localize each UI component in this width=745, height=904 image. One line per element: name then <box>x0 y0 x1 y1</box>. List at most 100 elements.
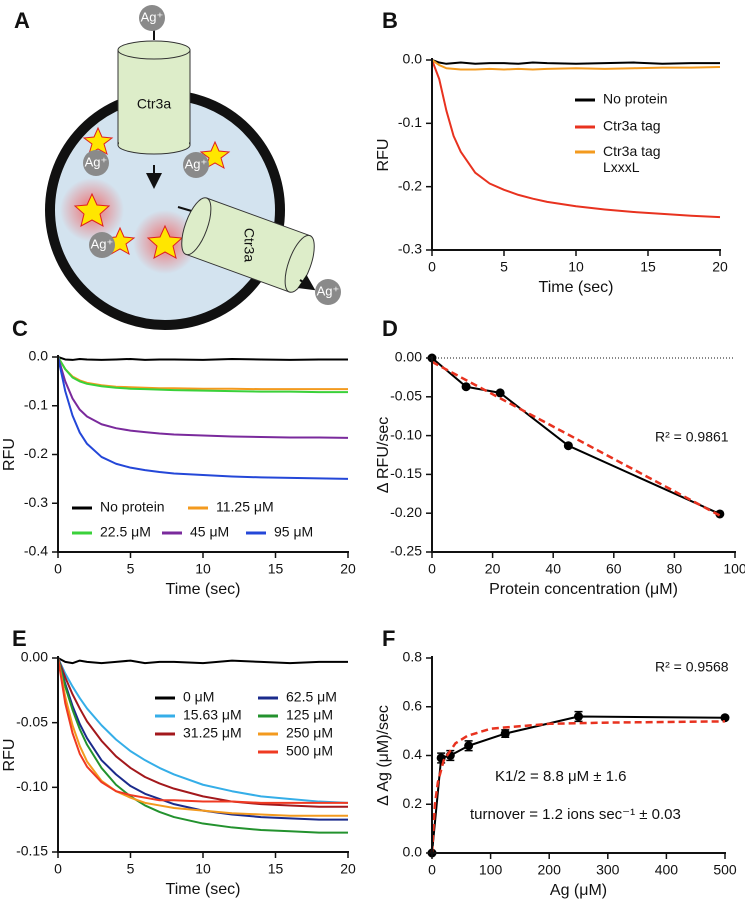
y-tick-label: 0.6 <box>403 697 423 713</box>
y-tick-label: -0.10 <box>16 778 48 794</box>
x-tick-label: 15 <box>268 861 284 877</box>
y-axis-label: RFU <box>375 139 392 172</box>
x-tick-label: 5 <box>500 259 508 275</box>
legend-label: 31.25 μM <box>183 725 242 741</box>
legend-label: 125 μM <box>286 707 333 723</box>
channel: Ctr3a <box>181 197 315 293</box>
y-tick-label: -0.4 <box>24 543 48 559</box>
ion <box>139 5 165 31</box>
chart: F 0.0 0.2 0.4 0.6 0.8 0 100 200 300 400 500 Ag (μM) Δ… <box>375 626 737 899</box>
chart: C No protein 11.25 μM 22.5 μM 45 μM 95 μM 0.0 -… <box>1 316 356 598</box>
x-tick-label: 10 <box>568 259 584 275</box>
y-tick-label: 0.0 <box>403 844 423 860</box>
y-tick-label: -0.1 <box>24 396 48 412</box>
y-axis-label: RFU <box>1 438 18 471</box>
x-tick-label: 20 <box>485 561 501 577</box>
y-tick-label: 0.00 <box>395 349 422 365</box>
panel-label: D <box>382 316 398 341</box>
x-tick-label: 20 <box>340 561 356 577</box>
x-tick-label: 15 <box>640 259 656 275</box>
series-line <box>57 356 348 391</box>
point <box>720 713 730 723</box>
series-line <box>57 657 348 804</box>
legend-label: 11.25 μM <box>216 499 274 515</box>
series-line <box>57 657 348 665</box>
ion-label: Ag⁺ <box>91 236 114 251</box>
diagram: A Ag⁺ Ctr3a Ag⁺ Ag⁺ Ag⁺ Ctr3a Ag⁺ <box>14 5 341 330</box>
legend-label: Ctr3a tag LxxxL <box>603 143 661 175</box>
y-axis-label: Δ RFU/sec <box>375 417 392 493</box>
star <box>146 224 184 259</box>
series-line <box>431 59 720 65</box>
y-tick-label: -0.2 <box>398 177 422 193</box>
channel <box>119 130 189 145</box>
point <box>500 729 510 739</box>
point <box>563 441 573 451</box>
series-line <box>57 356 348 394</box>
y-tick-label: -0.05 <box>16 713 48 729</box>
y-tick-label: -0.3 <box>24 494 48 510</box>
x-tick-label: 10 <box>195 561 211 577</box>
annotation: turnover = 1.2 ions sec⁻¹ ± 0.03 <box>470 806 681 823</box>
y-axis-label: RFU <box>1 739 18 772</box>
y-axis-label: Δ Ag (μM)/sec <box>375 705 392 806</box>
x-tick-label: 500 <box>713 862 737 878</box>
series-line <box>431 59 721 219</box>
y-tick-label: 0.00 <box>21 649 48 665</box>
y-tick-label: 0.0 <box>403 51 423 67</box>
chart: E 0 μM 15.63 μM 31.25 μM 62.5 μM 125 μM 250 μM… <box>1 626 356 898</box>
legend-label: 62.5 μM <box>286 689 337 705</box>
annotation: R² = 0.9568 <box>655 659 729 675</box>
y-tick-label: -0.15 <box>390 465 422 481</box>
channel <box>181 197 212 256</box>
y-tick-label: 0.4 <box>403 746 423 762</box>
series-line <box>57 356 349 439</box>
channel <box>284 234 315 293</box>
x-tick-label: 200 <box>538 862 562 878</box>
ion <box>89 232 115 258</box>
legend-label: 45 μM <box>190 524 229 540</box>
x-axis-label: Time (sec) <box>166 581 241 598</box>
point <box>464 741 474 751</box>
x-tick-label: 0 <box>54 861 62 877</box>
text-line: Ctr3a tag <box>603 143 661 159</box>
legend-label: 15.63 μM <box>183 707 242 723</box>
chart: D 0.00 -0.05 -0.10 -0.15 -0.20 -0.25 0 20 40 60 80 1… <box>375 316 745 598</box>
legend-label: 500 μM <box>286 743 333 759</box>
y-tick-label: -0.1 <box>398 114 422 130</box>
ion-label: Ag⁺ <box>141 9 164 24</box>
x-axis-label: Time (sec) <box>539 279 614 296</box>
series-line <box>430 720 726 854</box>
text-line: LxxxL <box>603 159 640 175</box>
series-line <box>431 59 721 71</box>
ion <box>183 152 209 178</box>
y-tick-label: -0.20 <box>390 504 422 520</box>
ion <box>315 279 341 305</box>
x-tick-label: 40 <box>545 561 561 577</box>
x-tick-label: 60 <box>606 561 622 577</box>
point <box>715 509 725 519</box>
x-tick-label: 10 <box>195 861 211 877</box>
panel-label: E <box>12 626 27 651</box>
panel-label: F <box>382 626 395 651</box>
point <box>574 712 583 721</box>
legend-label: 250 μM <box>286 725 333 741</box>
point <box>461 382 471 392</box>
series-line <box>57 657 348 834</box>
y-tick-label: 0.2 <box>403 795 423 811</box>
channel-label: Ctr3a <box>137 96 171 112</box>
y-tick-label: 0.8 <box>403 649 423 665</box>
series-line <box>57 657 348 817</box>
series-line <box>57 356 349 480</box>
x-tick-label: 400 <box>655 862 679 878</box>
y-tick-label: -0.10 <box>390 426 422 442</box>
y-tick-label: -0.05 <box>390 388 422 404</box>
x-axis-label: Time (sec) <box>166 881 241 898</box>
legend-label: 95 μM <box>274 524 313 540</box>
legend-label: No protein <box>603 91 668 107</box>
legend-label: 22.5 μM <box>100 524 151 540</box>
x-tick-label: 0 <box>428 561 436 577</box>
y-tick-label: -0.25 <box>390 543 422 559</box>
